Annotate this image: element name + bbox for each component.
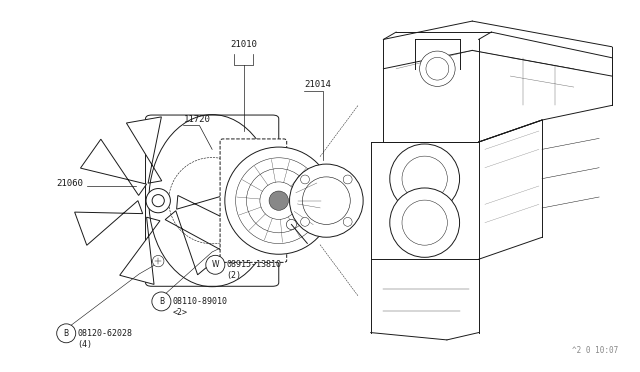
Ellipse shape — [301, 218, 310, 226]
Text: B: B — [159, 297, 164, 306]
Ellipse shape — [269, 191, 289, 210]
Ellipse shape — [301, 175, 310, 184]
Text: (4): (4) — [77, 340, 92, 349]
Ellipse shape — [206, 255, 225, 274]
Text: W: W — [212, 260, 219, 269]
Ellipse shape — [289, 164, 363, 237]
Text: 08120-62028: 08120-62028 — [77, 329, 132, 338]
Text: 11720: 11720 — [184, 115, 211, 124]
Text: 21010: 21010 — [230, 40, 257, 49]
FancyBboxPatch shape — [145, 115, 279, 286]
Ellipse shape — [390, 144, 460, 214]
Text: (2): (2) — [226, 271, 241, 280]
Polygon shape — [120, 217, 160, 284]
Text: ^2 0 10:07: ^2 0 10:07 — [572, 346, 618, 355]
FancyBboxPatch shape — [220, 139, 287, 262]
Polygon shape — [75, 201, 143, 245]
Ellipse shape — [343, 175, 352, 184]
Ellipse shape — [260, 182, 298, 219]
Ellipse shape — [225, 147, 333, 254]
Text: 08110-89010: 08110-89010 — [172, 297, 227, 306]
Ellipse shape — [390, 188, 460, 257]
Ellipse shape — [286, 219, 296, 230]
Polygon shape — [177, 190, 242, 225]
Ellipse shape — [146, 189, 170, 213]
Polygon shape — [165, 211, 225, 275]
Text: 21060: 21060 — [57, 179, 84, 188]
Ellipse shape — [152, 256, 164, 267]
Ellipse shape — [152, 195, 164, 207]
Text: 08915-13810: 08915-13810 — [226, 260, 281, 269]
Polygon shape — [81, 139, 147, 195]
Ellipse shape — [152, 292, 171, 311]
Ellipse shape — [57, 324, 76, 343]
Text: B: B — [63, 329, 68, 338]
Polygon shape — [126, 117, 162, 183]
Text: 21014: 21014 — [304, 80, 331, 89]
Ellipse shape — [343, 218, 352, 226]
Ellipse shape — [420, 51, 455, 86]
Text: <2>: <2> — [172, 308, 187, 317]
